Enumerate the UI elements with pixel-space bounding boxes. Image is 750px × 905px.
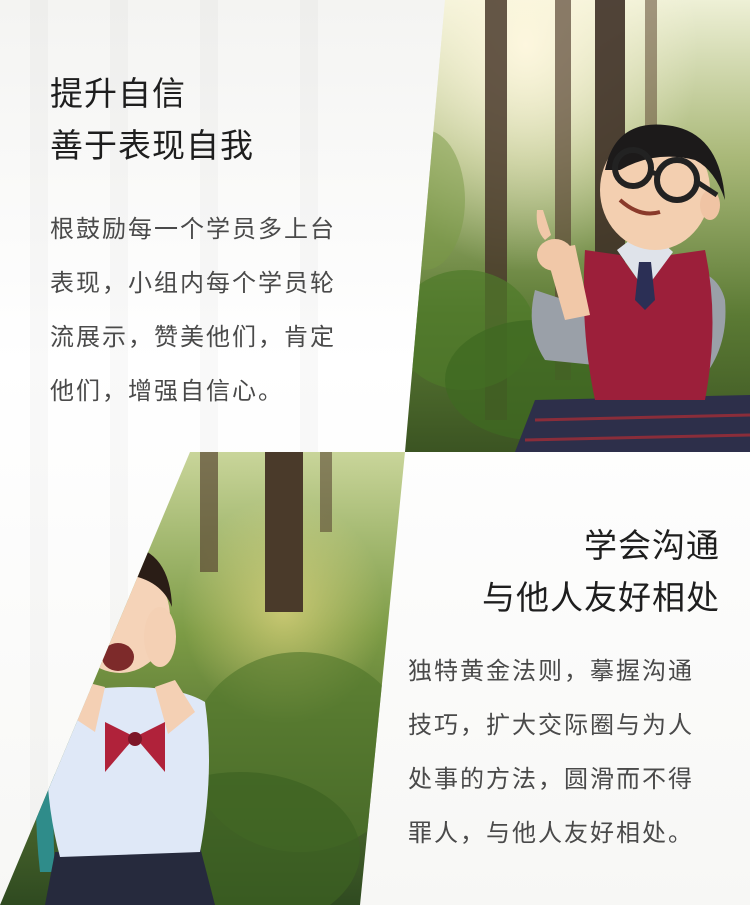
heading-line: 善于表现自我 — [50, 126, 254, 165]
body-line: 罪人，与他人友好相处。 — [408, 819, 694, 847]
boy-figure — [515, 124, 750, 452]
section-heading: 学会沟通 与他人友好相处 — [400, 520, 720, 624]
body-line: 根鼓励每一个学员多上台 — [50, 215, 336, 243]
girl-photo — [0, 452, 405, 905]
section-heading: 提升自信 善于表现自我 — [50, 68, 370, 172]
body-line: 流展示，赞美他们，肯定 — [50, 323, 336, 351]
heading-line: 与他人友好相处 — [482, 578, 720, 617]
confidence-section: 提升自信 善于表现自我 根鼓励每一个学员多上台 表现，小组内每个学员轮 流展示，… — [50, 68, 370, 418]
body-line: 技巧，扩大交际圈与为人 — [408, 711, 694, 739]
body-line: 处事的方法，圆滑而不得 — [408, 765, 694, 793]
heading-line: 学会沟通 — [584, 526, 720, 565]
communication-section: 学会沟通 与他人友好相处 独特黄金法则，摹握沟通 技巧，扩大交际圈与为人 处事的… — [400, 520, 720, 860]
heading-line: 提升自信 — [50, 74, 186, 113]
body-line: 独特黄金法则，摹握沟通 — [408, 657, 694, 685]
girl-forest-illustration — [0, 452, 405, 905]
body-line: 表现，小组内每个学员轮 — [50, 269, 336, 297]
boy-photo — [405, 0, 750, 452]
section-body: 独特黄金法则，摹握沟通 技巧，扩大交际圈与为人 处事的方法，圆滑而不得 罪人，与… — [400, 644, 720, 860]
section-body: 根鼓励每一个学员多上台 表现，小组内每个学员轮 流展示，赞美他们，肯定 他们，增… — [50, 202, 370, 418]
body-line: 他们，增强自信心。 — [50, 377, 284, 405]
boy-forest-illustration — [405, 0, 750, 452]
